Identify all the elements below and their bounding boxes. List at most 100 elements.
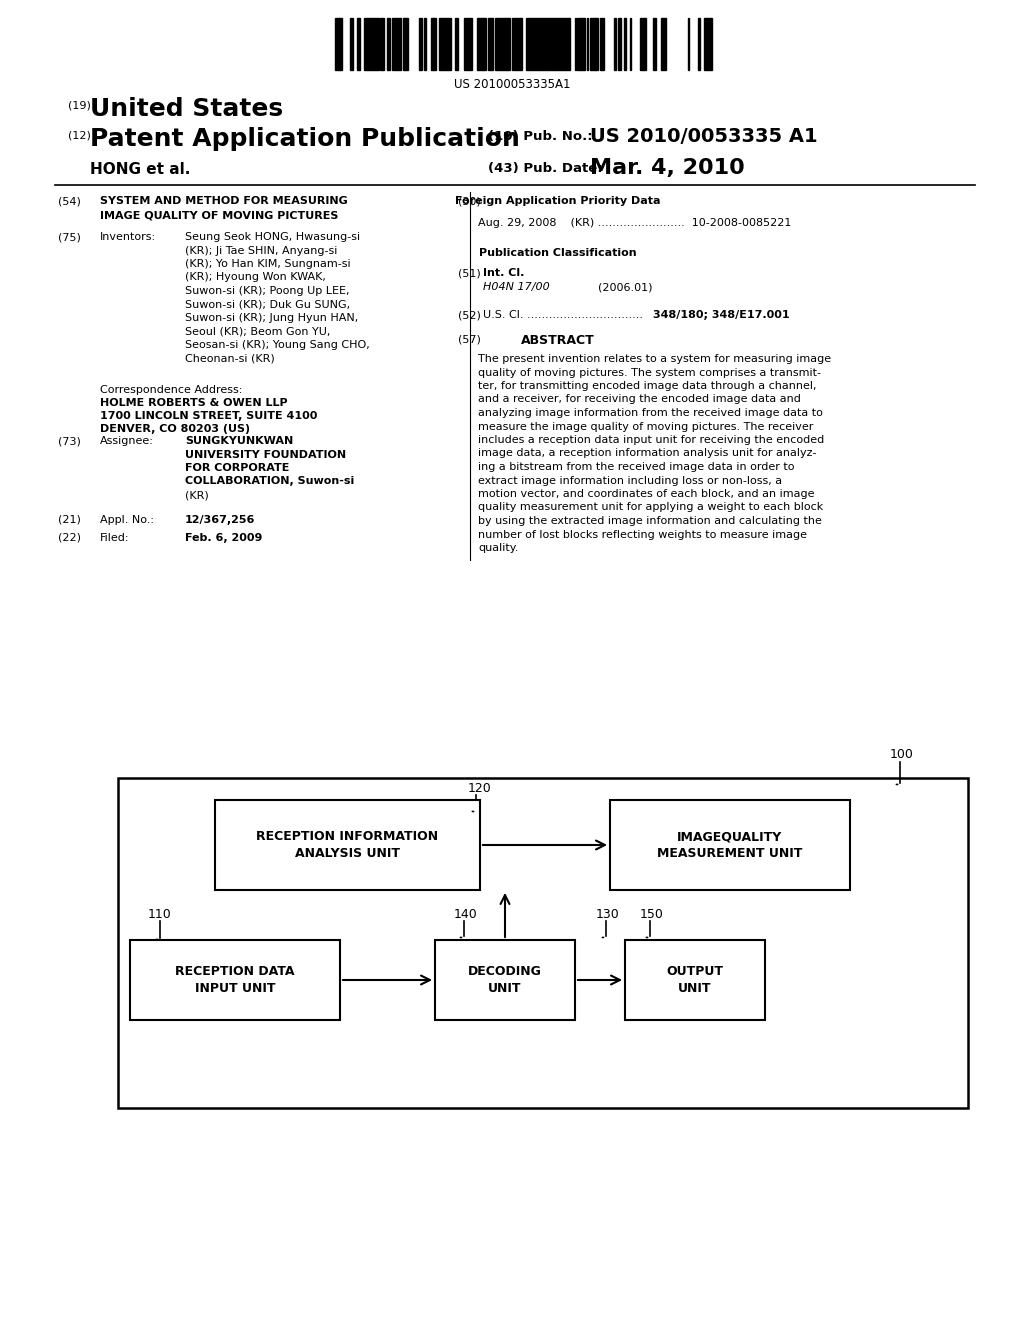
Text: DECODING
UNIT: DECODING UNIT xyxy=(468,965,542,995)
Bar xyxy=(488,18,494,70)
Bar xyxy=(469,18,472,70)
Bar xyxy=(439,18,440,70)
Text: Assignee:: Assignee: xyxy=(100,436,154,446)
Bar xyxy=(660,18,666,70)
Text: Patent Application Publication: Patent Application Publication xyxy=(90,127,520,150)
Text: (54): (54) xyxy=(58,195,81,206)
Bar xyxy=(404,18,409,70)
Text: US 20100053335A1: US 20100053335A1 xyxy=(454,78,570,91)
Text: 1700 LINCOLN STREET, SUITE 4100: 1700 LINCOLN STREET, SUITE 4100 xyxy=(100,411,317,421)
Text: (73): (73) xyxy=(58,436,81,446)
Bar xyxy=(539,18,544,70)
Text: 110: 110 xyxy=(148,908,172,921)
Bar xyxy=(698,18,699,70)
Text: Suwon-si (KR); Duk Gu SUNG,: Suwon-si (KR); Duk Gu SUNG, xyxy=(185,300,350,309)
Bar xyxy=(433,18,436,70)
Bar xyxy=(653,18,655,70)
Text: Suwon-si (KR); Jung Hyun HAN,: Suwon-si (KR); Jung Hyun HAN, xyxy=(185,313,358,323)
Text: SYSTEM AND METHOD FOR MEASURING: SYSTEM AND METHOD FOR MEASURING xyxy=(100,195,348,206)
Text: UNIVERSITY FOUNDATION: UNIVERSITY FOUNDATION xyxy=(185,450,346,459)
Text: (KR): (KR) xyxy=(185,490,209,500)
Text: IMAGE QUALITY OF MOVING PICTURES: IMAGE QUALITY OF MOVING PICTURES xyxy=(100,210,338,220)
Bar xyxy=(403,18,404,70)
Text: by using the extracted image information and calculating the: by using the extracted image information… xyxy=(478,516,822,525)
Text: quality of moving pictures. The system comprises a transmit-: quality of moving pictures. The system c… xyxy=(478,367,821,378)
Bar xyxy=(374,18,379,70)
Bar xyxy=(549,18,552,70)
Text: 100: 100 xyxy=(890,748,913,762)
Bar xyxy=(495,18,498,70)
Bar xyxy=(215,800,480,890)
Text: Seung Seok HONG, Hwasung-si: Seung Seok HONG, Hwasung-si xyxy=(185,232,360,242)
Bar xyxy=(590,18,595,70)
Text: Publication Classification: Publication Classification xyxy=(479,248,637,257)
Bar xyxy=(532,18,537,70)
Text: includes a reception data input unit for receiving the encoded: includes a reception data input unit for… xyxy=(478,436,824,445)
Text: (KR); Hyoung Won KWAK,: (KR); Hyoung Won KWAK, xyxy=(185,272,326,282)
Bar xyxy=(556,18,559,70)
Bar xyxy=(640,18,645,70)
Text: Filed:: Filed: xyxy=(100,533,129,543)
Bar xyxy=(630,18,631,70)
Bar xyxy=(703,18,708,70)
Bar xyxy=(587,18,588,70)
Text: FOR CORPORATE: FOR CORPORATE xyxy=(185,463,290,473)
Bar xyxy=(504,18,506,70)
Text: (2006.01): (2006.01) xyxy=(598,282,652,292)
Bar xyxy=(624,18,627,70)
Bar xyxy=(482,18,486,70)
Text: Inventors:: Inventors: xyxy=(100,232,156,242)
Text: Int. Cl.: Int. Cl. xyxy=(483,268,524,279)
Text: Aug. 29, 2008    (KR) ........................  10-2008-0085221: Aug. 29, 2008 (KR) .....................… xyxy=(478,218,792,228)
Text: (75): (75) xyxy=(58,232,81,242)
Text: (KR); Yo Han KIM, Sungnam-si: (KR); Yo Han KIM, Sungnam-si xyxy=(185,259,350,269)
Text: analyzing image information from the received image data to: analyzing image information from the rec… xyxy=(478,408,823,418)
Text: quality.: quality. xyxy=(478,543,518,553)
Text: Mar. 4, 2010: Mar. 4, 2010 xyxy=(590,158,744,178)
Bar xyxy=(613,18,616,70)
Bar xyxy=(517,18,522,70)
Bar xyxy=(130,940,340,1020)
Text: (19): (19) xyxy=(68,100,91,110)
Bar xyxy=(710,18,713,70)
Text: U.S. Cl. ................................: U.S. Cl. ...............................… xyxy=(483,310,643,319)
Bar xyxy=(424,18,426,70)
Text: RECEPTION DATA
INPUT UNIT: RECEPTION DATA INPUT UNIT xyxy=(175,965,295,995)
Bar xyxy=(687,18,689,70)
Text: (21): (21) xyxy=(58,515,81,525)
Text: United States: United States xyxy=(90,96,283,121)
Text: SUNGKYUNKWAN: SUNGKYUNKWAN xyxy=(185,436,293,446)
Text: COLLABORATION, Suwon-si: COLLABORATION, Suwon-si xyxy=(185,477,354,487)
Text: Seosan-si (KR); Young Sang CHO,: Seosan-si (KR); Young Sang CHO, xyxy=(185,341,370,350)
Bar xyxy=(435,940,575,1020)
Bar xyxy=(387,18,390,70)
Bar xyxy=(500,18,502,70)
Bar xyxy=(364,18,369,70)
Text: Cheonan-si (KR): Cheonan-si (KR) xyxy=(185,354,274,363)
Text: IMAGEQUALITY
MEASUREMENT UNIT: IMAGEQUALITY MEASUREMENT UNIT xyxy=(657,830,803,861)
Text: Seoul (KR); Beom Gon YU,: Seoul (KR); Beom Gon YU, xyxy=(185,326,331,337)
Bar xyxy=(397,18,400,70)
Bar xyxy=(380,18,384,70)
Text: Feb. 6, 2009: Feb. 6, 2009 xyxy=(185,533,262,543)
Text: Appl. No.:: Appl. No.: xyxy=(100,515,154,525)
Text: image data, a reception information analysis unit for analyz-: image data, a reception information anal… xyxy=(478,449,816,458)
Bar xyxy=(625,940,765,1020)
Bar xyxy=(443,18,447,70)
Bar xyxy=(578,18,580,70)
Text: ABSTRACT: ABSTRACT xyxy=(521,334,595,347)
Text: DENVER, CO 80203 (US): DENVER, CO 80203 (US) xyxy=(100,424,250,434)
Bar xyxy=(527,18,532,70)
Bar xyxy=(118,777,968,1107)
Text: (22): (22) xyxy=(58,533,81,543)
Text: and a receiver, for receiving the encoded image data and: and a receiver, for receiving the encode… xyxy=(478,395,801,404)
Bar xyxy=(464,18,469,70)
Bar xyxy=(455,18,458,70)
Bar xyxy=(559,18,564,70)
Text: (30): (30) xyxy=(458,195,480,206)
Bar xyxy=(431,18,433,70)
Bar xyxy=(708,18,710,70)
Bar xyxy=(506,18,509,70)
Text: Suwon-si (KR); Poong Up LEE,: Suwon-si (KR); Poong Up LEE, xyxy=(185,286,349,296)
Bar xyxy=(537,18,539,70)
